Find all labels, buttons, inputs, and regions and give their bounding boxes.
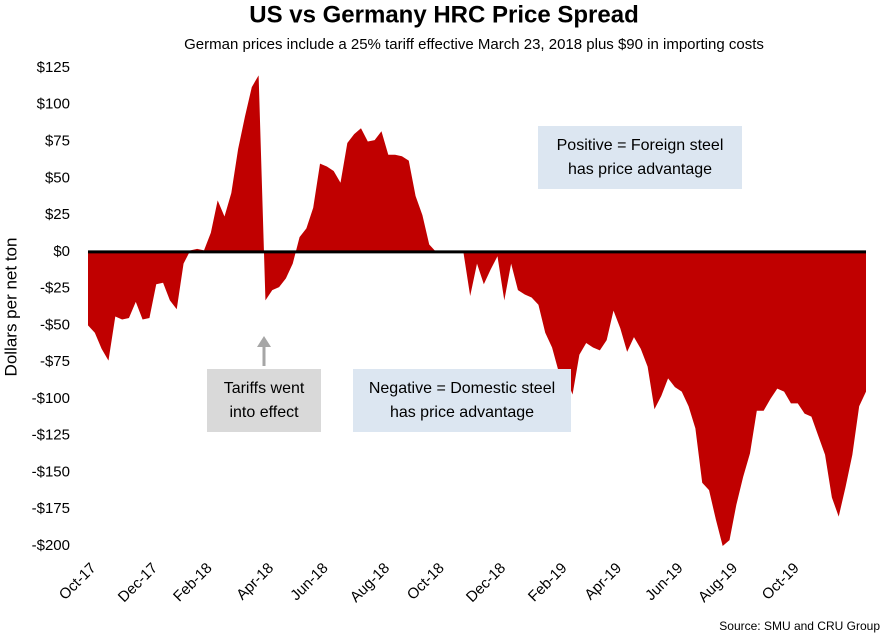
source: Source: SMU and CRU Group — [719, 619, 880, 633]
annotation-text: Positive = Foreign steel — [557, 137, 724, 154]
annotation-box — [353, 369, 571, 432]
annotation-text: has price advantage — [568, 161, 712, 178]
x-tick-label: Jun-18 — [287, 560, 331, 604]
area — [88, 75, 866, 546]
annotation-text: Tariffs went — [224, 380, 305, 397]
y-tick-label: -$175 — [32, 500, 70, 517]
y-tick-label: $25 — [45, 206, 70, 223]
y-tick-label: -$150 — [32, 463, 70, 480]
y-tick-label: -$50 — [40, 316, 70, 333]
annotation-text: into effect — [229, 404, 299, 421]
y-tick-label: -$75 — [40, 353, 70, 370]
x-tick-label: Feb-18 — [170, 560, 216, 606]
arrow-head — [257, 336, 271, 347]
annotation-text: has price advantage — [390, 404, 534, 421]
chart-title: US vs Germany HRC Price Spread — [249, 1, 639, 28]
y-tick-label: -$100 — [32, 390, 70, 407]
x-tick-label: Apr-19 — [581, 560, 625, 604]
x-tick-label: Feb-19 — [525, 560, 571, 606]
y-tick-label: -$125 — [32, 427, 70, 444]
x-tick-label: Apr-18 — [233, 560, 277, 604]
y-tick-label: $75 — [45, 133, 70, 150]
annotation-box — [538, 126, 742, 189]
x-tick-label: Jun-19 — [642, 560, 686, 604]
y-tick-label: $100 — [37, 96, 70, 113]
x-tick-label: Dec-18 — [463, 560, 509, 606]
x-tick-label: Oct-18 — [404, 560, 448, 604]
y-axis-label: Dollars per net ton — [1, 238, 20, 377]
annotation-text: Negative = Domestic steel — [369, 380, 555, 397]
x-tick-label: Dec-17 — [115, 560, 161, 606]
y-tick-label: -$25 — [40, 280, 70, 297]
x-tick-label: Aug-18 — [347, 560, 393, 606]
chart-subtitle: German prices include a 25% tariff effec… — [184, 36, 764, 53]
x-tick-label: Aug-19 — [695, 560, 741, 606]
y-tick-label: $125 — [37, 59, 70, 76]
annotation-box — [207, 369, 321, 432]
x-tick-label: Oct-17 — [56, 560, 100, 604]
y-tick-label: $50 — [45, 169, 70, 186]
y-tick-label: -$200 — [32, 537, 70, 554]
y-tick-label: $0 — [53, 243, 70, 260]
x-tick-label: Oct-19 — [759, 560, 803, 604]
